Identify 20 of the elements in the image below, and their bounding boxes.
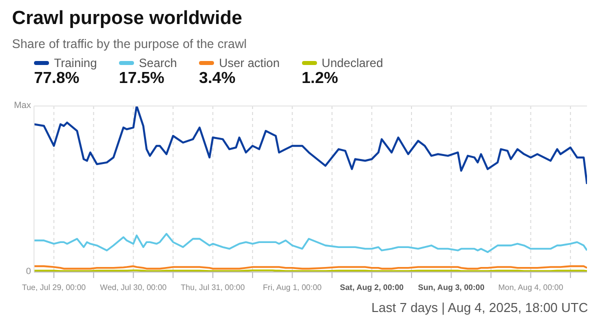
text: 3.4% <box>198 70 236 88</box>
text: 0 <box>26 266 31 276</box>
x-tick-label: Fri, Aug 1, 00:00 <box>262 283 322 292</box>
x-tick-label: Sat, Aug 2, 00:00 <box>340 283 404 292</box>
x-tick-label: Thu, Jul 31, 00:00 <box>180 283 246 292</box>
x-tick-label: Mon, Aug 4, 00:00 <box>498 283 564 292</box>
chart-subtitle: Share of traffic by the purpose of the crawl <box>12 37 247 51</box>
x-tick-label: Tue, Jul 29, 00:00 <box>22 283 86 292</box>
text: 77.8% <box>34 70 80 88</box>
legend-label: Search <box>138 56 177 70</box>
text: 17.5% <box>118 70 166 88</box>
legend-label: Undeclared <box>322 56 384 70</box>
text: Max <box>14 100 31 110</box>
chart-title: Crawl purpose worldwide <box>12 8 242 30</box>
x-tick-label: Wed, Jul 30, 00:00 <box>100 283 168 292</box>
text: Last 7 days | Aug 4, 2025, 18:00 UTC <box>371 300 588 315</box>
text: 1.2% <box>302 70 340 88</box>
legend-label: User action <box>218 56 280 70</box>
x-tick-label: Sun, Aug 3, 00:00 <box>418 283 485 292</box>
legend-label: Training <box>54 56 97 70</box>
